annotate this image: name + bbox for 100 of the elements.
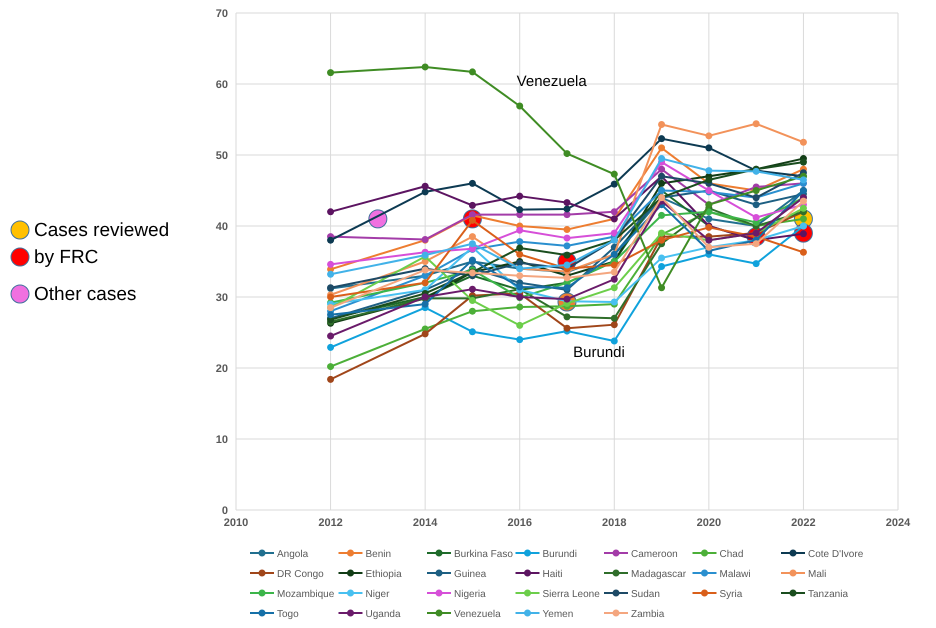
- point: [422, 63, 429, 70]
- point: [422, 188, 429, 196]
- point: [610, 268, 618, 276]
- point: [564, 262, 570, 269]
- y-tick-label: 30: [216, 292, 228, 304]
- point: [610, 338, 618, 345]
- point: [800, 248, 807, 256]
- point: [516, 206, 524, 214]
- point: [327, 236, 334, 244]
- legend-label: Ethiopia: [366, 569, 402, 580]
- point: [658, 262, 666, 270]
- legend-label: Chad: [720, 549, 744, 560]
- point: [564, 234, 570, 242]
- point: [610, 314, 618, 322]
- point: [468, 297, 476, 304]
- point: [468, 286, 476, 293]
- x-tick-label: 2022: [791, 517, 816, 529]
- legend-label: Syria: [720, 589, 743, 600]
- legend-label: Uganda: [366, 609, 401, 620]
- legend-label: DR Congo: [277, 569, 324, 580]
- legend-label: Cases reviewed by FRC: [34, 220, 170, 268]
- point: [516, 272, 524, 280]
- legend-label: Nigeria: [454, 589, 486, 600]
- point: [422, 182, 429, 190]
- point: [516, 250, 524, 258]
- point: [468, 233, 476, 240]
- legend-label: Venezuela: [454, 609, 502, 620]
- point: [327, 270, 334, 278]
- legend-label: Benin: [366, 549, 392, 560]
- point: [705, 144, 712, 152]
- point: [564, 324, 570, 332]
- point: [610, 298, 618, 306]
- point: [327, 311, 334, 318]
- y-tick-label: 70: [216, 8, 228, 20]
- point: [516, 226, 524, 234]
- y-tick-label: 20: [216, 363, 228, 375]
- legend-label: Niger: [366, 589, 390, 600]
- y-tick-label: 50: [216, 150, 228, 162]
- point: [658, 284, 666, 292]
- point: [752, 240, 760, 248]
- point: [658, 180, 666, 187]
- x-tick-label: 2024: [886, 517, 912, 529]
- point: [752, 260, 760, 268]
- point: [610, 276, 618, 283]
- x-tick-label: 2018: [602, 517, 627, 529]
- y-tick-label: 40: [216, 221, 228, 233]
- legend-label: Malawi: [720, 569, 751, 580]
- point: [800, 204, 807, 212]
- point: [800, 198, 807, 205]
- point: [327, 208, 334, 216]
- legend-label: Madagascar: [631, 569, 687, 580]
- annotation: Burundi: [573, 344, 625, 362]
- legend-label: Sierra Leone: [542, 589, 600, 600]
- point: [516, 303, 524, 310]
- point: [658, 212, 666, 219]
- point: [610, 284, 618, 292]
- point: [516, 322, 524, 329]
- point: [752, 120, 760, 128]
- point: [752, 201, 760, 208]
- point: [516, 336, 524, 344]
- point: [610, 208, 618, 216]
- point: [327, 260, 334, 268]
- legend-label: Burundi: [542, 549, 577, 560]
- y-tick-label: 60: [216, 79, 228, 91]
- annotation: Venezuela: [516, 73, 588, 90]
- point: [327, 294, 334, 300]
- point: [564, 313, 570, 320]
- legend-label: Cameroon: [631, 549, 678, 560]
- point: [516, 244, 524, 252]
- x-tick-label: 2016: [507, 517, 532, 529]
- point: [658, 166, 666, 173]
- point: [516, 238, 524, 246]
- point: [705, 167, 712, 174]
- point: [564, 150, 570, 158]
- point: [610, 230, 618, 237]
- point: [658, 120, 666, 128]
- legend-label: Cote D'Ivore: [808, 549, 864, 560]
- point: [705, 132, 712, 140]
- point: [564, 242, 570, 250]
- legend-label: Tanzania: [808, 589, 848, 600]
- point: [658, 135, 666, 142]
- point: [468, 68, 476, 76]
- point: [327, 344, 334, 351]
- point: [658, 144, 666, 152]
- point: [800, 176, 807, 184]
- legend-label: Togo: [277, 609, 300, 620]
- point: [327, 376, 334, 383]
- legend-label: Guinea: [454, 569, 487, 580]
- y-tick-label: 0: [222, 505, 228, 517]
- point: [705, 215, 712, 222]
- point: [564, 226, 570, 234]
- point: [610, 180, 618, 188]
- point: [800, 158, 807, 166]
- legend-label: Yemen: [542, 609, 574, 620]
- point: [468, 308, 476, 315]
- legend-label: Haiti: [542, 569, 563, 580]
- legend-label: Zambia: [631, 609, 665, 620]
- point: [422, 300, 429, 308]
- y-tick-label: 10: [216, 434, 228, 446]
- point: [327, 332, 334, 340]
